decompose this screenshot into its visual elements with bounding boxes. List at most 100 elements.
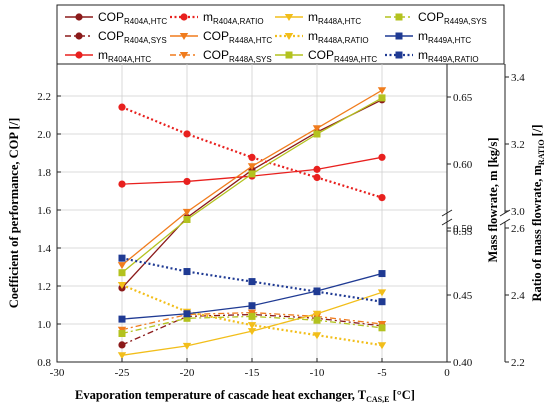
data-point <box>118 254 126 262</box>
x-tick-label: -20 <box>180 367 195 379</box>
data-point <box>378 194 386 202</box>
data-point <box>117 281 127 289</box>
legend-item: mR448A,RATIO <box>275 29 369 45</box>
data-point <box>183 268 191 276</box>
data-point <box>183 216 191 223</box>
data-point <box>312 332 322 340</box>
x-tick-label: 0 <box>444 367 450 379</box>
y-tick-label-left: 1.0 <box>37 319 51 331</box>
legend-label: mR449A,RATIO <box>418 48 479 64</box>
legend-item: COPR404A,HTC <box>65 10 167 26</box>
y-tick-label-right: 3.2 <box>511 139 525 151</box>
data-point <box>248 153 256 161</box>
data-point <box>378 153 386 161</box>
y-tick-label-left: 1.6 <box>37 205 51 217</box>
series-m-r449a-ratio <box>118 254 386 306</box>
data-point <box>312 125 322 133</box>
data-point <box>183 310 191 318</box>
legend-item: COPR448A,SYS <box>170 48 272 64</box>
legend-item: mR449A,HTC <box>385 29 471 45</box>
legend-swatch-marker <box>75 32 83 40</box>
data-point <box>248 170 256 178</box>
axes: -30 -25 -20 -15 -10 -5 0 0.8 1.0 1.2 1.4 1.6 1.8 2.0 2… <box>37 64 525 379</box>
legend-label: mR404A,RATIO <box>203 10 264 26</box>
legend-label: mR404A,HTC <box>98 48 151 64</box>
x-tick-label: -25 <box>115 367 130 379</box>
legend-label: COPR449A,HTC <box>308 48 377 64</box>
series-cop-r448a-htc <box>117 87 387 270</box>
y-tick-label-mid: 0.65 <box>453 92 473 104</box>
y-tick-label-right: 3.4 <box>511 72 525 84</box>
legend-swatch-marker <box>285 51 293 59</box>
legend-item: mR404A,RATIO <box>170 10 264 26</box>
series-m-r404a-ratio <box>118 103 386 202</box>
legend-swatch-marker <box>395 32 403 40</box>
data-point <box>247 328 257 336</box>
data-point <box>118 315 126 323</box>
y-tick-label-right: 2.4 <box>511 290 525 302</box>
legend-label: COPR404A,HTC <box>98 10 167 26</box>
data-point <box>118 180 126 188</box>
y-tick-label-mid: 0.40 <box>453 357 473 369</box>
y-tick-label-mid: 0.45 <box>453 290 473 302</box>
series-line <box>121 106 383 199</box>
data-point <box>117 352 127 360</box>
legend-item: COPR449A,HTC <box>275 48 377 64</box>
legend-swatch-marker <box>284 14 294 21</box>
mass-axis-break-mark <box>441 209 453 217</box>
legend-swatch-marker <box>180 13 188 21</box>
legend-swatch-marker <box>179 33 189 40</box>
legend-item: COPR404A,SYS <box>65 29 167 45</box>
y-tick-label-mid: 0.60 <box>453 159 473 171</box>
x-axis-label: Evaporation temperature of cascade heat … <box>75 388 415 404</box>
legend-item: COPR449A,SYS <box>385 10 487 26</box>
legend-item: mR449A,RATIO <box>385 48 479 64</box>
data-point <box>248 302 256 310</box>
legend-swatch-marker <box>75 51 83 59</box>
legend-swatch-marker <box>75 13 83 21</box>
legend-label: COPR449A,SYS <box>418 10 487 26</box>
data-point <box>247 322 257 330</box>
data-point <box>312 310 322 318</box>
data-point <box>378 94 386 102</box>
y-tick-label-mid: 0.55 <box>453 226 473 238</box>
data-point <box>378 270 386 278</box>
y-tick-label-left: 1.4 <box>37 243 51 255</box>
series-cop-r449a-htc <box>118 94 386 277</box>
y-tick-label-mid: 0.50 <box>453 223 473 235</box>
data-point <box>313 316 321 324</box>
y-tick-label-right: 3.0 <box>511 206 525 218</box>
data-point <box>182 208 192 216</box>
legend-label: mR449A,HTC <box>418 29 471 45</box>
legend-swatch-marker <box>179 52 189 59</box>
y-tick-label-right: 2.2 <box>511 357 525 369</box>
x-tick-label: -15 <box>245 367 260 379</box>
y-tick-label-left: 2.2 <box>37 91 51 103</box>
series-m-r448a-htc <box>117 289 387 360</box>
data-point <box>313 288 321 296</box>
legend-item: mR448A,HTC <box>275 10 361 26</box>
x-tick-label: -30 <box>50 367 65 379</box>
legend-swatch-marker <box>284 33 294 40</box>
data-point <box>313 165 321 173</box>
legend-label: COPR448A,HTC <box>203 29 272 45</box>
data-point <box>377 289 387 297</box>
mass-axis-break-mark <box>441 218 453 226</box>
data-point <box>313 130 321 138</box>
y-tick-label-right: 2.6 <box>511 223 525 235</box>
data-point <box>182 342 192 350</box>
series-cop-r449a-sys <box>118 312 386 337</box>
legend-box <box>56 4 505 65</box>
legend-label: COPR448A,SYS <box>203 48 272 64</box>
data-point <box>378 298 386 306</box>
y-axis-label-left: Coefficient of performance, COP [/] <box>7 118 21 309</box>
data-point <box>118 103 126 111</box>
legend-label: COPR404A,SYS <box>98 29 167 45</box>
y-tick-label-left: 1.2 <box>37 281 51 293</box>
legend-item: COPR448A,HTC <box>170 29 272 45</box>
legend-swatch-marker <box>395 51 403 59</box>
legend-item: mR404A,HTC <box>65 48 151 64</box>
data-point <box>118 269 126 277</box>
legend-label: mR448A,HTC <box>308 10 361 26</box>
y-tick-label-left: 0.8 <box>37 357 51 369</box>
